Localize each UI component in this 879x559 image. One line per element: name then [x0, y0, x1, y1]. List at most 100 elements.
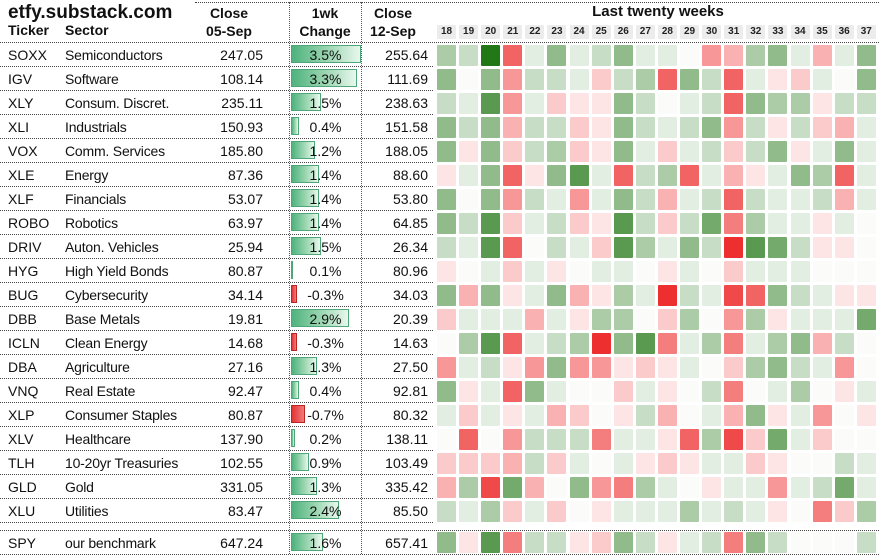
heatmap-cell: [812, 164, 832, 186]
heatmap-cell: [503, 68, 523, 90]
heatmap-cell: [613, 380, 633, 402]
heatmap-cell: [503, 356, 523, 378]
heatmap-cell: [834, 476, 854, 498]
close-prev-value: 247.05: [220, 47, 263, 63]
heatmap-cell: [702, 68, 722, 90]
heatmap-cell: [724, 308, 744, 330]
heatmap-cell: [569, 428, 589, 450]
week-number-label: 18: [437, 25, 456, 39]
heatmap-cell: [657, 428, 677, 450]
heatmap-cell: [790, 116, 810, 138]
heatmap-cell: [547, 164, 567, 186]
heatmap-cell: [680, 356, 700, 378]
heatmap-cell: [569, 356, 589, 378]
heatmap-cell: [657, 236, 677, 258]
heatmap-cell: [680, 332, 700, 354]
heatmap-cell: [591, 332, 611, 354]
heatmap-cell: [569, 188, 589, 210]
change-cell: -0.3%: [290, 331, 361, 355]
heatmap-cell: [680, 284, 700, 306]
heatmap-cell: [437, 92, 456, 114]
heatmap-cell: [569, 380, 589, 402]
heatmap-cell: [702, 188, 722, 210]
heatmap-cell: [812, 356, 832, 378]
change-percent-label: 1.2%: [309, 143, 342, 159]
close-now-value: 657.41: [385, 535, 428, 551]
heatmap-cell: [635, 452, 655, 474]
close-prev-value: 80.87: [227, 407, 263, 423]
heatmap-cell: [746, 404, 766, 426]
heatmap-cell: [459, 284, 479, 306]
heatmap-cell: [724, 476, 744, 498]
ticker-label: VOX: [8, 143, 38, 159]
heatmap-cell: [812, 500, 832, 522]
column-header-ticker: Ticker: [8, 22, 49, 38]
heatmap-cell: [680, 164, 700, 186]
week-number-header-row: 18 19 20 21 22 23 24 25 26 27 28 29 30 31 32 33 34 35 36 37: [437, 25, 879, 39]
heatmap-cell: [503, 164, 523, 186]
heatmap-cell: [481, 332, 501, 354]
close-now-value: 27.50: [392, 359, 428, 375]
heatmap-cell: [503, 428, 523, 450]
ticker-label: XLP: [8, 407, 35, 423]
heatmap-cell: [613, 428, 633, 450]
heatmap-cell: [790, 476, 810, 498]
heatmap-row: [437, 475, 879, 499]
heatmap-cell: [657, 164, 677, 186]
heatmap-cell: [856, 260, 876, 282]
close-now-value: 103.49: [385, 455, 428, 471]
change-cell: 1.3%: [290, 475, 361, 499]
heatmap-cell: [856, 404, 876, 426]
heatmap-cell: [680, 260, 700, 282]
heatmap-cell: [724, 284, 744, 306]
heatmap-cell: [459, 476, 479, 498]
week-number-label: 22: [525, 25, 545, 39]
close-prev-value: 19.81: [227, 311, 263, 327]
heatmap-cell: [525, 260, 545, 282]
change-cell: 1.4%: [290, 163, 361, 187]
heatmap-cell: [547, 404, 567, 426]
change-percent-label: 2.4%: [309, 503, 342, 519]
heatmap-cell: [635, 380, 655, 402]
heatmap-cell: [591, 164, 611, 186]
sector-label: Financials: [65, 191, 127, 207]
heatmap-row: [437, 235, 879, 259]
sector-label: Base Metals: [65, 311, 140, 327]
heatmap-cell: [680, 500, 700, 522]
close-prev-value: 185.80: [220, 143, 263, 159]
table-row: XLF Financials 53.07 1.4% 53.80: [0, 187, 879, 211]
sector-label: Gold: [65, 479, 94, 495]
change-cell: 0.2%: [290, 427, 361, 451]
heatmap-cell: [569, 284, 589, 306]
heatmap-cell: [481, 476, 501, 498]
heatmap-cell: [812, 380, 832, 402]
change-bar-positive: [291, 117, 299, 135]
heatmap-cell: [856, 44, 876, 66]
sector-label: our benchmark: [65, 535, 156, 551]
heatmap-cell: [525, 140, 545, 162]
table-row: XLP Consumer Staples 80.87 -0.7% 80.32: [0, 403, 879, 427]
heatmap-cell: [680, 188, 700, 210]
close-now-value: 26.34: [392, 239, 428, 255]
heatmap-cell: [437, 452, 456, 474]
week-number-label: 23: [547, 25, 567, 39]
heatmap-cell: [481, 428, 501, 450]
heatmap-row: [437, 451, 879, 475]
heatmap-cell: [613, 356, 633, 378]
heatmap-cell: [459, 140, 479, 162]
table-row: VOX Comm. Services 185.80 1.2% 188.05: [0, 139, 879, 163]
heatmap-cell: [547, 308, 567, 330]
heatmap-cell: [768, 92, 788, 114]
heatmap-cell: [613, 260, 633, 282]
close-now-value: 188.05: [385, 143, 428, 159]
heatmap-cell: [702, 332, 722, 354]
heatmap-cell: [525, 212, 545, 234]
change-cell: 0.1%: [290, 259, 361, 283]
heatmap-cell: [613, 92, 633, 114]
week-number-label: 25: [591, 25, 611, 39]
heatmap-cell: [503, 476, 523, 498]
close-now-value: 14.63: [392, 335, 428, 351]
close-now-value: 111.69: [387, 71, 428, 87]
heatmap-row: [437, 67, 879, 91]
sector-label: 10-20yr Treasuries: [65, 455, 179, 471]
